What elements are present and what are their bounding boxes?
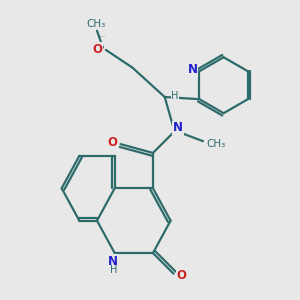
Text: O: O <box>107 136 117 149</box>
Text: N: N <box>108 255 118 268</box>
Text: O: O <box>93 43 103 56</box>
Text: N: N <box>173 122 183 134</box>
Text: H: H <box>110 265 117 275</box>
Text: N: N <box>188 63 198 76</box>
Text: methoxy: methoxy <box>100 36 106 37</box>
Text: CH₃: CH₃ <box>86 19 105 29</box>
Text: O: O <box>177 268 187 282</box>
Text: CH₃: CH₃ <box>207 139 226 149</box>
Text: H: H <box>171 91 179 100</box>
